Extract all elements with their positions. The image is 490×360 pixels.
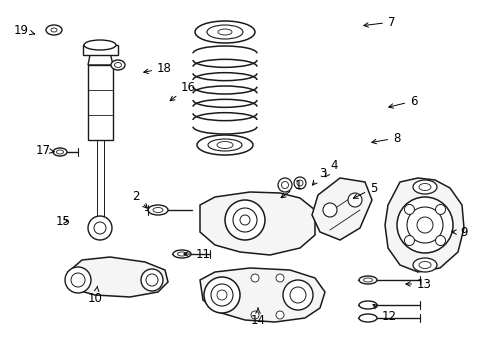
Text: 6: 6 <box>389 95 417 108</box>
Ellipse shape <box>46 25 62 35</box>
Polygon shape <box>200 268 325 322</box>
Polygon shape <box>312 178 372 240</box>
Text: 13: 13 <box>406 278 432 291</box>
Circle shape <box>251 274 259 282</box>
Text: 4: 4 <box>325 158 338 177</box>
Circle shape <box>294 177 306 189</box>
Circle shape <box>225 200 265 240</box>
Text: 9: 9 <box>452 225 467 239</box>
Text: 10: 10 <box>88 286 103 305</box>
Polygon shape <box>385 178 464 272</box>
Ellipse shape <box>207 25 243 39</box>
Circle shape <box>348 193 362 207</box>
Ellipse shape <box>84 40 116 50</box>
Polygon shape <box>83 45 118 55</box>
Circle shape <box>276 274 284 282</box>
Circle shape <box>283 280 313 310</box>
Ellipse shape <box>413 180 437 194</box>
Text: 1: 1 <box>281 179 302 198</box>
Text: 19: 19 <box>14 23 35 36</box>
Circle shape <box>436 204 445 215</box>
Circle shape <box>276 311 284 319</box>
Circle shape <box>404 204 415 215</box>
Text: 18: 18 <box>144 62 172 75</box>
Text: 3: 3 <box>313 166 326 185</box>
Ellipse shape <box>53 148 67 156</box>
Text: 12: 12 <box>373 304 397 324</box>
Ellipse shape <box>359 276 377 284</box>
Text: 2: 2 <box>132 189 147 208</box>
Ellipse shape <box>413 258 437 272</box>
Circle shape <box>397 197 453 253</box>
Polygon shape <box>88 65 113 140</box>
Circle shape <box>251 311 259 319</box>
Circle shape <box>404 235 415 246</box>
Circle shape <box>88 216 112 240</box>
Circle shape <box>323 203 337 217</box>
Ellipse shape <box>359 301 377 309</box>
Polygon shape <box>200 192 315 255</box>
Circle shape <box>65 267 91 293</box>
Ellipse shape <box>148 205 168 215</box>
Circle shape <box>204 277 240 313</box>
Polygon shape <box>88 48 113 65</box>
Text: 14: 14 <box>250 308 266 327</box>
Ellipse shape <box>208 139 242 151</box>
Text: 16: 16 <box>170 81 196 101</box>
Text: 15: 15 <box>56 215 71 228</box>
Ellipse shape <box>197 135 253 155</box>
Ellipse shape <box>359 314 377 322</box>
Circle shape <box>141 269 163 291</box>
Ellipse shape <box>111 60 125 70</box>
Circle shape <box>278 178 292 192</box>
Text: 8: 8 <box>372 131 400 144</box>
Text: 5: 5 <box>353 181 377 198</box>
Circle shape <box>436 235 445 246</box>
Text: 17: 17 <box>36 144 54 157</box>
Text: 11: 11 <box>184 248 211 261</box>
Ellipse shape <box>195 21 255 43</box>
Text: 7: 7 <box>364 15 395 28</box>
Ellipse shape <box>173 250 191 258</box>
Polygon shape <box>68 257 168 297</box>
